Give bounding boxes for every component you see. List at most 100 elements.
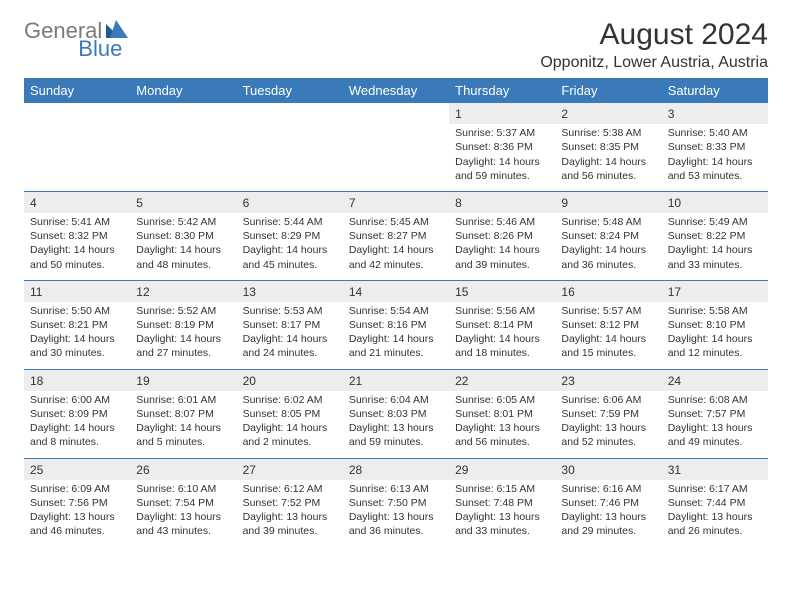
title-block: August 2024 Opponitz, Lower Austria, Aus… — [540, 18, 768, 72]
day-number: 25 — [24, 458, 130, 480]
day-number: 8 — [449, 191, 555, 213]
sunrise-text: Sunrise: 5:48 AM — [561, 215, 655, 229]
daylight-text: Daylight: 14 hours and 8 minutes. — [30, 421, 124, 449]
content-row: Sunrise: 6:00 AMSunset: 8:09 PMDaylight:… — [24, 391, 768, 458]
sunrise-text: Sunrise: 5:52 AM — [136, 304, 230, 318]
sunset-text: Sunset: 7:50 PM — [349, 496, 443, 510]
sunrise-text: Sunrise: 5:38 AM — [561, 126, 655, 140]
sunset-text: Sunset: 8:24 PM — [561, 229, 655, 243]
sunrise-text: Sunrise: 5:50 AM — [30, 304, 124, 318]
day-cell: Sunrise: 6:02 AMSunset: 8:05 PMDaylight:… — [237, 391, 343, 458]
day-number: 9 — [555, 191, 661, 213]
daylight-text: Daylight: 14 hours and 5 minutes. — [136, 421, 230, 449]
daylight-text: Daylight: 14 hours and 30 minutes. — [30, 332, 124, 360]
day-number: 1 — [449, 103, 555, 124]
sunset-text: Sunset: 7:44 PM — [668, 496, 762, 510]
day-number: 15 — [449, 280, 555, 302]
sunset-text: Sunset: 8:27 PM — [349, 229, 443, 243]
sunrise-text: Sunrise: 6:00 AM — [30, 393, 124, 407]
daylight-text: Daylight: 13 hours and 56 minutes. — [455, 421, 549, 449]
sunrise-text: Sunrise: 5:42 AM — [136, 215, 230, 229]
sunrise-text: Sunrise: 5:56 AM — [455, 304, 549, 318]
day-cell: Sunrise: 5:49 AMSunset: 8:22 PMDaylight:… — [662, 213, 768, 280]
daylight-text: Daylight: 14 hours and 53 minutes. — [668, 155, 762, 183]
day-cell: Sunrise: 5:54 AMSunset: 8:16 PMDaylight:… — [343, 302, 449, 369]
day-cell: Sunrise: 5:53 AMSunset: 8:17 PMDaylight:… — [237, 302, 343, 369]
sunrise-text: Sunrise: 6:17 AM — [668, 482, 762, 496]
day-number — [237, 103, 343, 124]
day-cell: Sunrise: 6:01 AMSunset: 8:07 PMDaylight:… — [130, 391, 236, 458]
day-cell: Sunrise: 6:06 AMSunset: 7:59 PMDaylight:… — [555, 391, 661, 458]
day-number: 30 — [555, 458, 661, 480]
weekday-header: Monday — [130, 78, 236, 103]
sunrise-text: Sunrise: 6:15 AM — [455, 482, 549, 496]
day-number: 31 — [662, 458, 768, 480]
sunset-text: Sunset: 8:05 PM — [243, 407, 337, 421]
weekday-header-row: Sunday Monday Tuesday Wednesday Thursday… — [24, 78, 768, 103]
sunset-text: Sunset: 7:56 PM — [30, 496, 124, 510]
daylight-text: Daylight: 14 hours and 2 minutes. — [243, 421, 337, 449]
day-cell: Sunrise: 5:42 AMSunset: 8:30 PMDaylight:… — [130, 213, 236, 280]
sunset-text: Sunset: 7:54 PM — [136, 496, 230, 510]
sunset-text: Sunset: 8:33 PM — [668, 140, 762, 154]
daylight-text: Daylight: 14 hours and 42 minutes. — [349, 243, 443, 271]
daylight-text: Daylight: 14 hours and 36 minutes. — [561, 243, 655, 271]
sunrise-text: Sunrise: 6:06 AM — [561, 393, 655, 407]
sunrise-text: Sunrise: 6:10 AM — [136, 482, 230, 496]
sunrise-text: Sunrise: 5:53 AM — [243, 304, 337, 318]
sunrise-text: Sunrise: 5:45 AM — [349, 215, 443, 229]
daylight-text: Daylight: 14 hours and 33 minutes. — [668, 243, 762, 271]
daylight-text: Daylight: 13 hours and 52 minutes. — [561, 421, 655, 449]
day-cell: Sunrise: 5:50 AMSunset: 8:21 PMDaylight:… — [24, 302, 130, 369]
day-cell: Sunrise: 6:00 AMSunset: 8:09 PMDaylight:… — [24, 391, 130, 458]
day-number: 24 — [662, 369, 768, 391]
sunset-text: Sunset: 8:09 PM — [30, 407, 124, 421]
sunrise-text: Sunrise: 5:40 AM — [668, 126, 762, 140]
daylight-text: Daylight: 14 hours and 39 minutes. — [455, 243, 549, 271]
day-number: 21 — [343, 369, 449, 391]
daynum-row: 25262728293031 — [24, 458, 768, 480]
day-number: 7 — [343, 191, 449, 213]
daylight-text: Daylight: 13 hours and 43 minutes. — [136, 510, 230, 538]
sunrise-text: Sunrise: 5:49 AM — [668, 215, 762, 229]
day-number: 11 — [24, 280, 130, 302]
day-cell: Sunrise: 5:45 AMSunset: 8:27 PMDaylight:… — [343, 213, 449, 280]
daynum-row: 11121314151617 — [24, 280, 768, 302]
day-number: 22 — [449, 369, 555, 391]
sunset-text: Sunset: 8:03 PM — [349, 407, 443, 421]
day-cell: Sunrise: 5:48 AMSunset: 8:24 PMDaylight:… — [555, 213, 661, 280]
weekday-header: Saturday — [662, 78, 768, 103]
day-cell — [343, 124, 449, 191]
day-number: 5 — [130, 191, 236, 213]
sunrise-text: Sunrise: 6:01 AM — [136, 393, 230, 407]
day-number: 3 — [662, 103, 768, 124]
sunset-text: Sunset: 8:36 PM — [455, 140, 549, 154]
daylight-text: Daylight: 13 hours and 33 minutes. — [455, 510, 549, 538]
daylight-text: Daylight: 14 hours and 59 minutes. — [455, 155, 549, 183]
daynum-row: 45678910 — [24, 191, 768, 213]
day-cell: Sunrise: 6:09 AMSunset: 7:56 PMDaylight:… — [24, 480, 130, 547]
day-number: 4 — [24, 191, 130, 213]
month-title: August 2024 — [540, 18, 768, 52]
daylight-text: Daylight: 14 hours and 24 minutes. — [243, 332, 337, 360]
weekday-header: Wednesday — [343, 78, 449, 103]
day-cell — [130, 124, 236, 191]
daylight-text: Daylight: 14 hours and 56 minutes. — [561, 155, 655, 183]
day-cell: Sunrise: 6:05 AMSunset: 8:01 PMDaylight:… — [449, 391, 555, 458]
sunset-text: Sunset: 8:30 PM — [136, 229, 230, 243]
day-cell: Sunrise: 5:40 AMSunset: 8:33 PMDaylight:… — [662, 124, 768, 191]
daylight-text: Daylight: 14 hours and 21 minutes. — [349, 332, 443, 360]
sunset-text: Sunset: 7:52 PM — [243, 496, 337, 510]
day-cell: Sunrise: 6:10 AMSunset: 7:54 PMDaylight:… — [130, 480, 236, 547]
daylight-text: Daylight: 14 hours and 45 minutes. — [243, 243, 337, 271]
sunset-text: Sunset: 7:59 PM — [561, 407, 655, 421]
day-cell: Sunrise: 5:44 AMSunset: 8:29 PMDaylight:… — [237, 213, 343, 280]
sunrise-text: Sunrise: 6:16 AM — [561, 482, 655, 496]
sunset-text: Sunset: 7:48 PM — [455, 496, 549, 510]
daylight-text: Daylight: 14 hours and 48 minutes. — [136, 243, 230, 271]
day-cell: Sunrise: 5:41 AMSunset: 8:32 PMDaylight:… — [24, 213, 130, 280]
sunset-text: Sunset: 8:14 PM — [455, 318, 549, 332]
sunset-text: Sunset: 8:29 PM — [243, 229, 337, 243]
daylight-text: Daylight: 13 hours and 59 minutes. — [349, 421, 443, 449]
content-row: Sunrise: 5:41 AMSunset: 8:32 PMDaylight:… — [24, 213, 768, 280]
